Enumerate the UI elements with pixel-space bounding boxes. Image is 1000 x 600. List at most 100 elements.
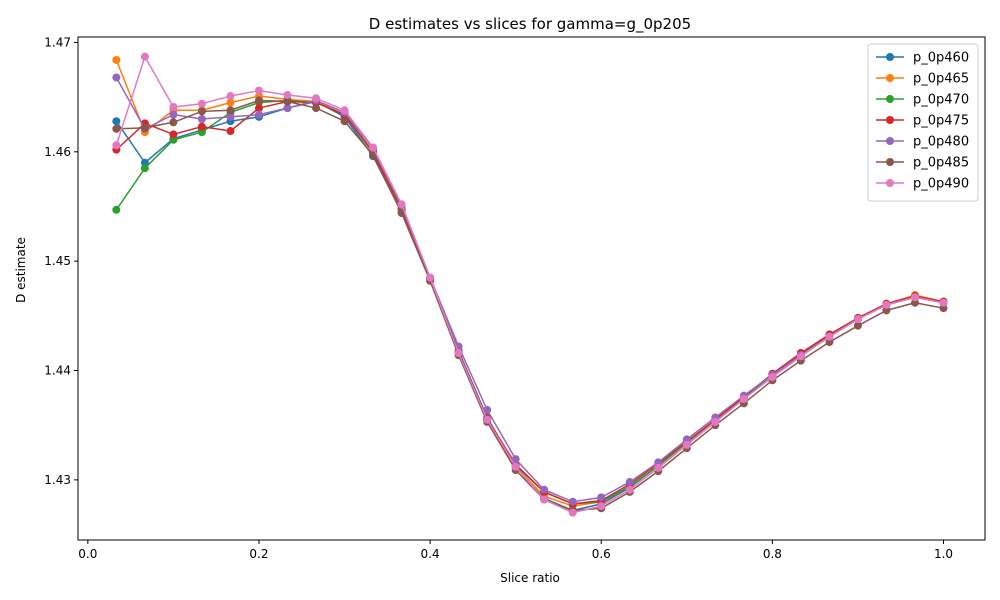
data-point xyxy=(511,455,520,464)
legend-item: p_0p460 xyxy=(876,51,969,66)
x-tick-label: 0.8 xyxy=(763,547,782,561)
data-point xyxy=(939,298,948,307)
y-tick-label: 1.46 xyxy=(44,145,71,159)
y-tick-label: 1.47 xyxy=(44,35,71,49)
data-point xyxy=(540,485,549,494)
x-axis-label: Slice ratio xyxy=(500,571,560,585)
data-point xyxy=(112,55,121,64)
y-tick-label: 1.45 xyxy=(44,254,71,268)
data-point xyxy=(140,158,149,167)
x-tick-label: 0.4 xyxy=(421,547,440,561)
data-point xyxy=(312,104,321,113)
legend-label: p_0p485 xyxy=(913,156,969,171)
data-point xyxy=(169,130,178,139)
legend-marker xyxy=(886,95,894,103)
data-point xyxy=(625,485,634,494)
legend-item: p_0p470 xyxy=(876,93,969,108)
data-point xyxy=(739,394,748,403)
x-tick-label: 0.0 xyxy=(78,547,97,561)
data-point xyxy=(568,497,577,506)
legend-label: p_0p460 xyxy=(913,51,969,66)
data-point xyxy=(112,124,121,133)
legend-marker xyxy=(886,53,894,61)
data-point xyxy=(853,315,862,324)
data-point xyxy=(882,300,891,309)
data-point xyxy=(140,164,149,173)
data-point xyxy=(226,92,235,101)
series-lines xyxy=(112,52,948,517)
legend-label: p_0p480 xyxy=(913,135,969,150)
data-point xyxy=(283,104,292,113)
data-point xyxy=(226,98,235,107)
data-point xyxy=(597,493,606,502)
data-point xyxy=(625,478,634,487)
data-point xyxy=(568,508,577,517)
data-point xyxy=(654,458,663,467)
data-point xyxy=(197,122,206,131)
data-point xyxy=(397,200,406,209)
data-point xyxy=(882,306,891,315)
x-tick-label: 1.0 xyxy=(934,547,953,561)
data-point xyxy=(369,143,378,152)
legend-marker xyxy=(886,116,894,124)
data-point xyxy=(169,135,178,144)
data-point xyxy=(768,373,777,382)
data-point xyxy=(654,463,663,472)
legend-item: p_0p485 xyxy=(876,156,969,171)
data-point xyxy=(711,417,720,426)
legend-item: p_0p465 xyxy=(876,72,969,87)
series-line xyxy=(115,77,944,503)
data-point xyxy=(283,90,292,99)
data-point xyxy=(112,117,121,126)
data-point xyxy=(254,104,263,113)
x-tick-label: 0.2 xyxy=(249,547,268,561)
axes: 0.0 0.2 0.4 0.6 0.8 1.0 1.43 1.44 1.45 1.46 1.47 xyxy=(44,35,953,561)
data-point xyxy=(312,94,321,103)
series-line xyxy=(115,55,944,514)
data-point xyxy=(682,435,691,444)
legend-label: p_0p465 xyxy=(913,72,969,87)
data-point xyxy=(511,462,520,471)
data-point xyxy=(112,205,121,214)
data-point xyxy=(939,304,948,313)
series-p_0p490 xyxy=(112,52,948,517)
legend-item: p_0p475 xyxy=(876,114,969,129)
data-point xyxy=(197,115,206,124)
data-point xyxy=(169,110,178,119)
legend-item: p_0p480 xyxy=(876,135,969,150)
data-point xyxy=(340,117,349,126)
legend-marker xyxy=(886,137,894,145)
data-point xyxy=(197,128,206,137)
data-point xyxy=(483,405,492,414)
plot-frame xyxy=(77,36,986,541)
data-point xyxy=(454,349,463,358)
y-tick-label: 1.43 xyxy=(44,473,71,487)
data-point xyxy=(682,440,691,449)
data-point xyxy=(169,118,178,127)
data-point xyxy=(197,99,206,108)
data-point xyxy=(140,52,149,61)
data-point xyxy=(340,106,349,115)
legend-item: p_0p490 xyxy=(876,177,969,192)
series-line xyxy=(115,100,944,505)
y-tick-label: 1.44 xyxy=(44,364,71,378)
legend-label: p_0p475 xyxy=(913,114,969,129)
legend-label: p_0p470 xyxy=(913,93,969,108)
data-point xyxy=(911,293,920,302)
data-point xyxy=(197,107,206,116)
data-point xyxy=(226,127,235,136)
data-point xyxy=(140,123,149,132)
data-point xyxy=(853,321,862,330)
legend-marker xyxy=(886,158,894,166)
data-point xyxy=(254,86,263,95)
legend-marker xyxy=(886,179,894,187)
data-point xyxy=(426,273,435,282)
data-point xyxy=(226,112,235,121)
legend-marker xyxy=(886,74,894,82)
data-point xyxy=(796,352,805,361)
data-point xyxy=(597,502,606,511)
data-point xyxy=(825,332,834,341)
